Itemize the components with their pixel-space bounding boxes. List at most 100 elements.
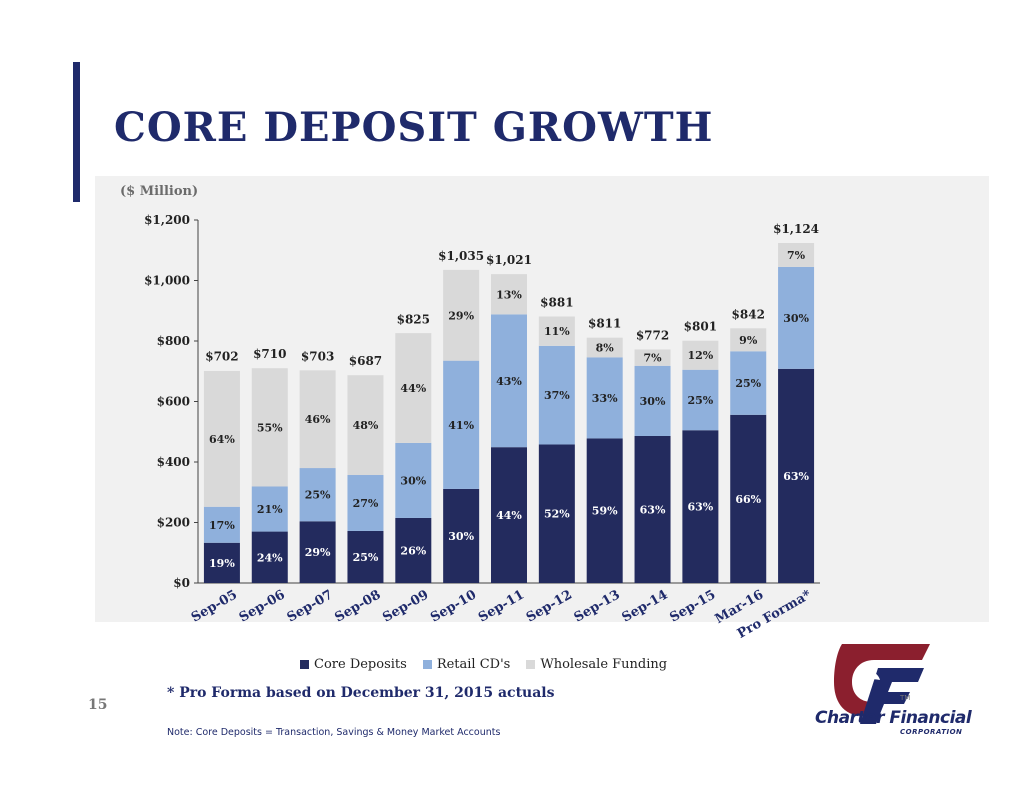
x-tick-label: Sep-06 [237,587,288,625]
segment-percent-label: 19% [209,557,235,570]
total-value-label: $687 [349,354,382,368]
total-value-label: $1,124 [773,222,819,236]
total-value-label: $1,021 [486,253,532,267]
segment-percent-label: 63% [640,503,666,516]
bar-segment-core [203,542,240,583]
bar-segment-core [634,435,671,583]
total-value-label: $811 [588,317,621,331]
segment-percent-label: 26% [400,544,426,557]
bar-segment-retail [730,351,767,415]
segment-percent-label: 7% [787,249,806,262]
x-tick-label: Sep-10 [428,587,479,625]
bar-segment-retail [347,475,384,531]
x-tick-label: Sep-07 [285,587,336,625]
bar-segment-core [395,517,432,583]
total-value-label: $702 [205,350,238,364]
bar-segment-wholesale [347,375,384,476]
legend-label-wholesale: Wholesale Funding [540,657,668,672]
pro-forma-footnote: * Pro Forma based on December 31, 2015 a… [167,685,555,701]
total-value-label: $881 [540,295,573,309]
segment-percent-label: 9% [739,334,758,347]
segment-percent-label: 8% [596,342,615,355]
y-tick-label: $600 [157,395,190,409]
bar-segment-retail [682,369,719,431]
bar-segment-retail [586,357,623,439]
segment-percent-label: 41% [448,419,474,432]
bar-segment-core [778,368,815,583]
bar-segment-wholesale [491,274,527,315]
bar-segment-wholesale [251,368,288,487]
bar-segment-retail [491,314,527,448]
legend-swatch-core [300,660,309,669]
legend-item-retail: Retail CD's [422,657,510,672]
bar-segment-retail [299,468,336,522]
legend-item-core: Core Deposits [300,657,407,672]
segment-percent-label: 63% [688,501,714,514]
segment-percent-label: 64% [209,433,235,446]
segment-percent-label: 29% [448,309,474,322]
bar-segment-wholesale [778,242,815,267]
bar-segment-retail [395,442,432,518]
chart-bars [203,242,815,583]
charter-logo-icon [834,644,930,724]
unit-label: ($ Million) [120,184,199,199]
bar-segment-core [538,444,575,583]
segment-percent-label: 27% [353,497,379,510]
segment-percent-label: 25% [688,394,714,407]
segment-percent-label: 44% [400,382,426,395]
y-tick-label: $0 [173,576,190,590]
legend-swatch-wholesale [526,660,536,669]
x-tick-label: Sep-09 [380,587,431,625]
total-value-label: $1,035 [438,249,484,263]
bar-segment-wholesale [538,316,575,346]
segment-percent-label: 66% [735,493,761,506]
legend-label-core: Core Deposits [314,657,407,672]
page-number: 15 [88,697,108,713]
bar-segment-wholesale [682,340,719,370]
segment-percent-label: 13% [496,288,522,301]
x-tick-label: Sep-14 [620,587,671,625]
total-value-label: $825 [397,312,430,326]
x-tick-label: Sep-05 [189,587,240,625]
bar-segment-retail [634,365,671,436]
y-tick-label: $1,000 [144,274,190,288]
segment-percent-label: 30% [448,530,474,543]
bar-segment-core [347,530,384,583]
bar-segment-core [730,414,767,583]
segment-percent-label: 29% [305,546,331,559]
segment-percent-label: 48% [353,419,379,432]
segment-percent-label: 44% [496,509,522,522]
y-tick-label: $800 [157,334,190,348]
segment-percent-label: 30% [640,395,666,408]
bar-segment-core [682,430,719,583]
bar-segment-retail [778,266,815,369]
bar-segment-wholesale [730,328,767,352]
bar-segment-retail [203,506,240,543]
x-tick-label: Sep-13 [572,587,623,625]
logo-trademark: TM [900,694,911,702]
chart-axes: $0 $200 $400 $600 $800 $1,000 $1,200 [144,213,820,590]
y-tick-label: $400 [157,455,190,469]
bar-segment-core [586,438,623,583]
chart-legend: Core Deposits Retail CD's Wholesale Fund… [300,657,667,672]
segment-percent-label: 24% [257,551,283,564]
logo-subtitle: CORPORATION [900,728,963,736]
total-value-label: $710 [253,347,286,361]
y-tick-label: $200 [157,516,190,530]
logo-name: Charter Financial [815,708,972,728]
segment-percent-label: 25% [735,377,761,390]
bar-segment-wholesale [203,370,240,507]
bar-segment-core [491,447,527,583]
accent-bar [73,62,80,202]
bar-segment-retail [538,345,575,445]
bar-segment-core [443,488,480,583]
definition-note: Note: Core Deposits = Transaction, Savin… [167,727,501,738]
segment-percent-label: 63% [783,470,809,483]
segment-percent-label: 46% [305,413,331,426]
segment-percent-label: 30% [783,312,809,325]
segment-percent-label: 25% [353,551,379,564]
segment-percent-label: 17% [209,519,235,532]
segment-percent-label: 30% [400,474,426,487]
segment-percent-label: 52% [544,508,570,521]
bar-segment-wholesale [443,269,480,361]
